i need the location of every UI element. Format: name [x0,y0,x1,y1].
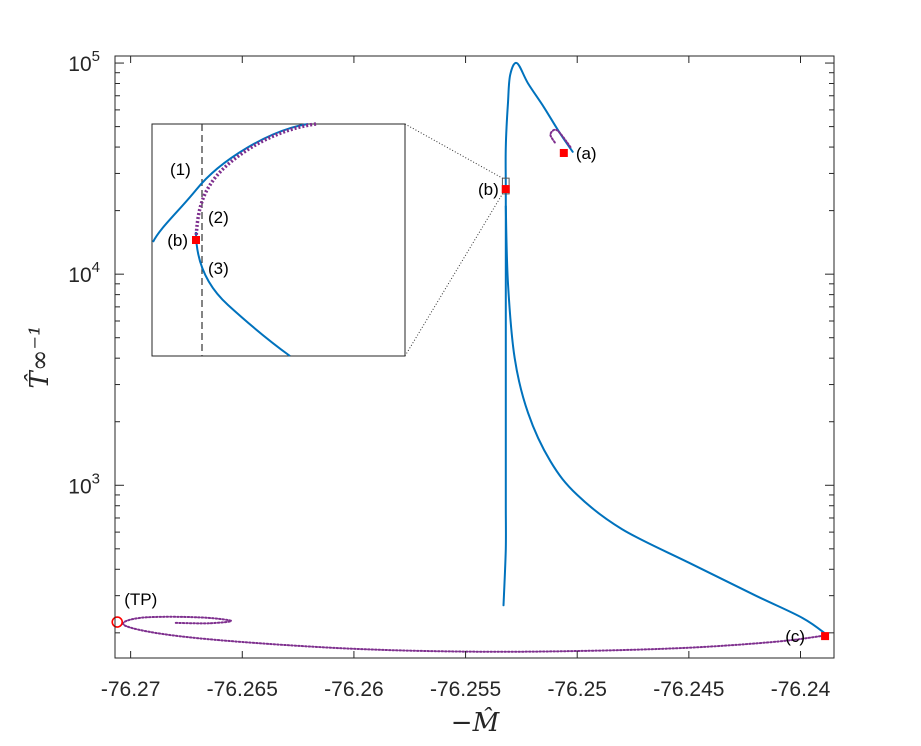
inset-label-3: (3) [208,259,229,278]
point-label-b: (b) [478,180,499,199]
point-marker-c [821,632,830,641]
x-tick-label: -76.25 [547,678,607,701]
inset-label-b: (b) [167,231,188,250]
inset-label-2: (2) [208,208,229,227]
x-tick-label: -76.255 [430,678,501,701]
series-line-1 [502,61,574,607]
inset-solid-lower [195,231,291,357]
x-axis-label: −M̂ [451,707,501,738]
series-line-2 [504,205,829,637]
y-tick-label: 104 [68,259,100,287]
point-label-a: (a) [576,144,597,163]
x-tick-label: -76.27 [101,678,161,701]
series-line-4 [122,615,829,653]
axes-box [114,55,835,659]
point-label-tp: (TP) [124,590,157,609]
axis-ticks: -76.27 -76.265 -76.26 -76.255 -76.25 -76.245 -… [68,48,834,701]
point-label-c: (c) [785,627,805,646]
inset-point-marker-b [192,236,200,244]
inset-connector-top [404,123,503,179]
x-tick-label: -76.26 [324,678,384,701]
point-marker-b [501,185,510,194]
y-tick-label: 105 [68,48,100,76]
y-tick-label: 103 [68,470,100,498]
point-marker-tp [111,616,124,628]
inset-dotted [194,122,317,241]
series-line-3 [549,128,572,149]
inset-frame [151,123,406,357]
x-tick-label: -76.24 [771,678,831,701]
x-tick-label: -76.245 [653,678,724,701]
y-axis-label: T̂∞⁻¹ [24,325,55,388]
inset: (1) (2) (3) (b) [151,122,503,357]
plot-area: (a) (b) (c) (TP) [111,61,830,653]
x-tick-label: -76.265 [207,678,278,701]
point-marker-a [559,148,568,157]
inset-label-1: (1) [170,160,191,179]
